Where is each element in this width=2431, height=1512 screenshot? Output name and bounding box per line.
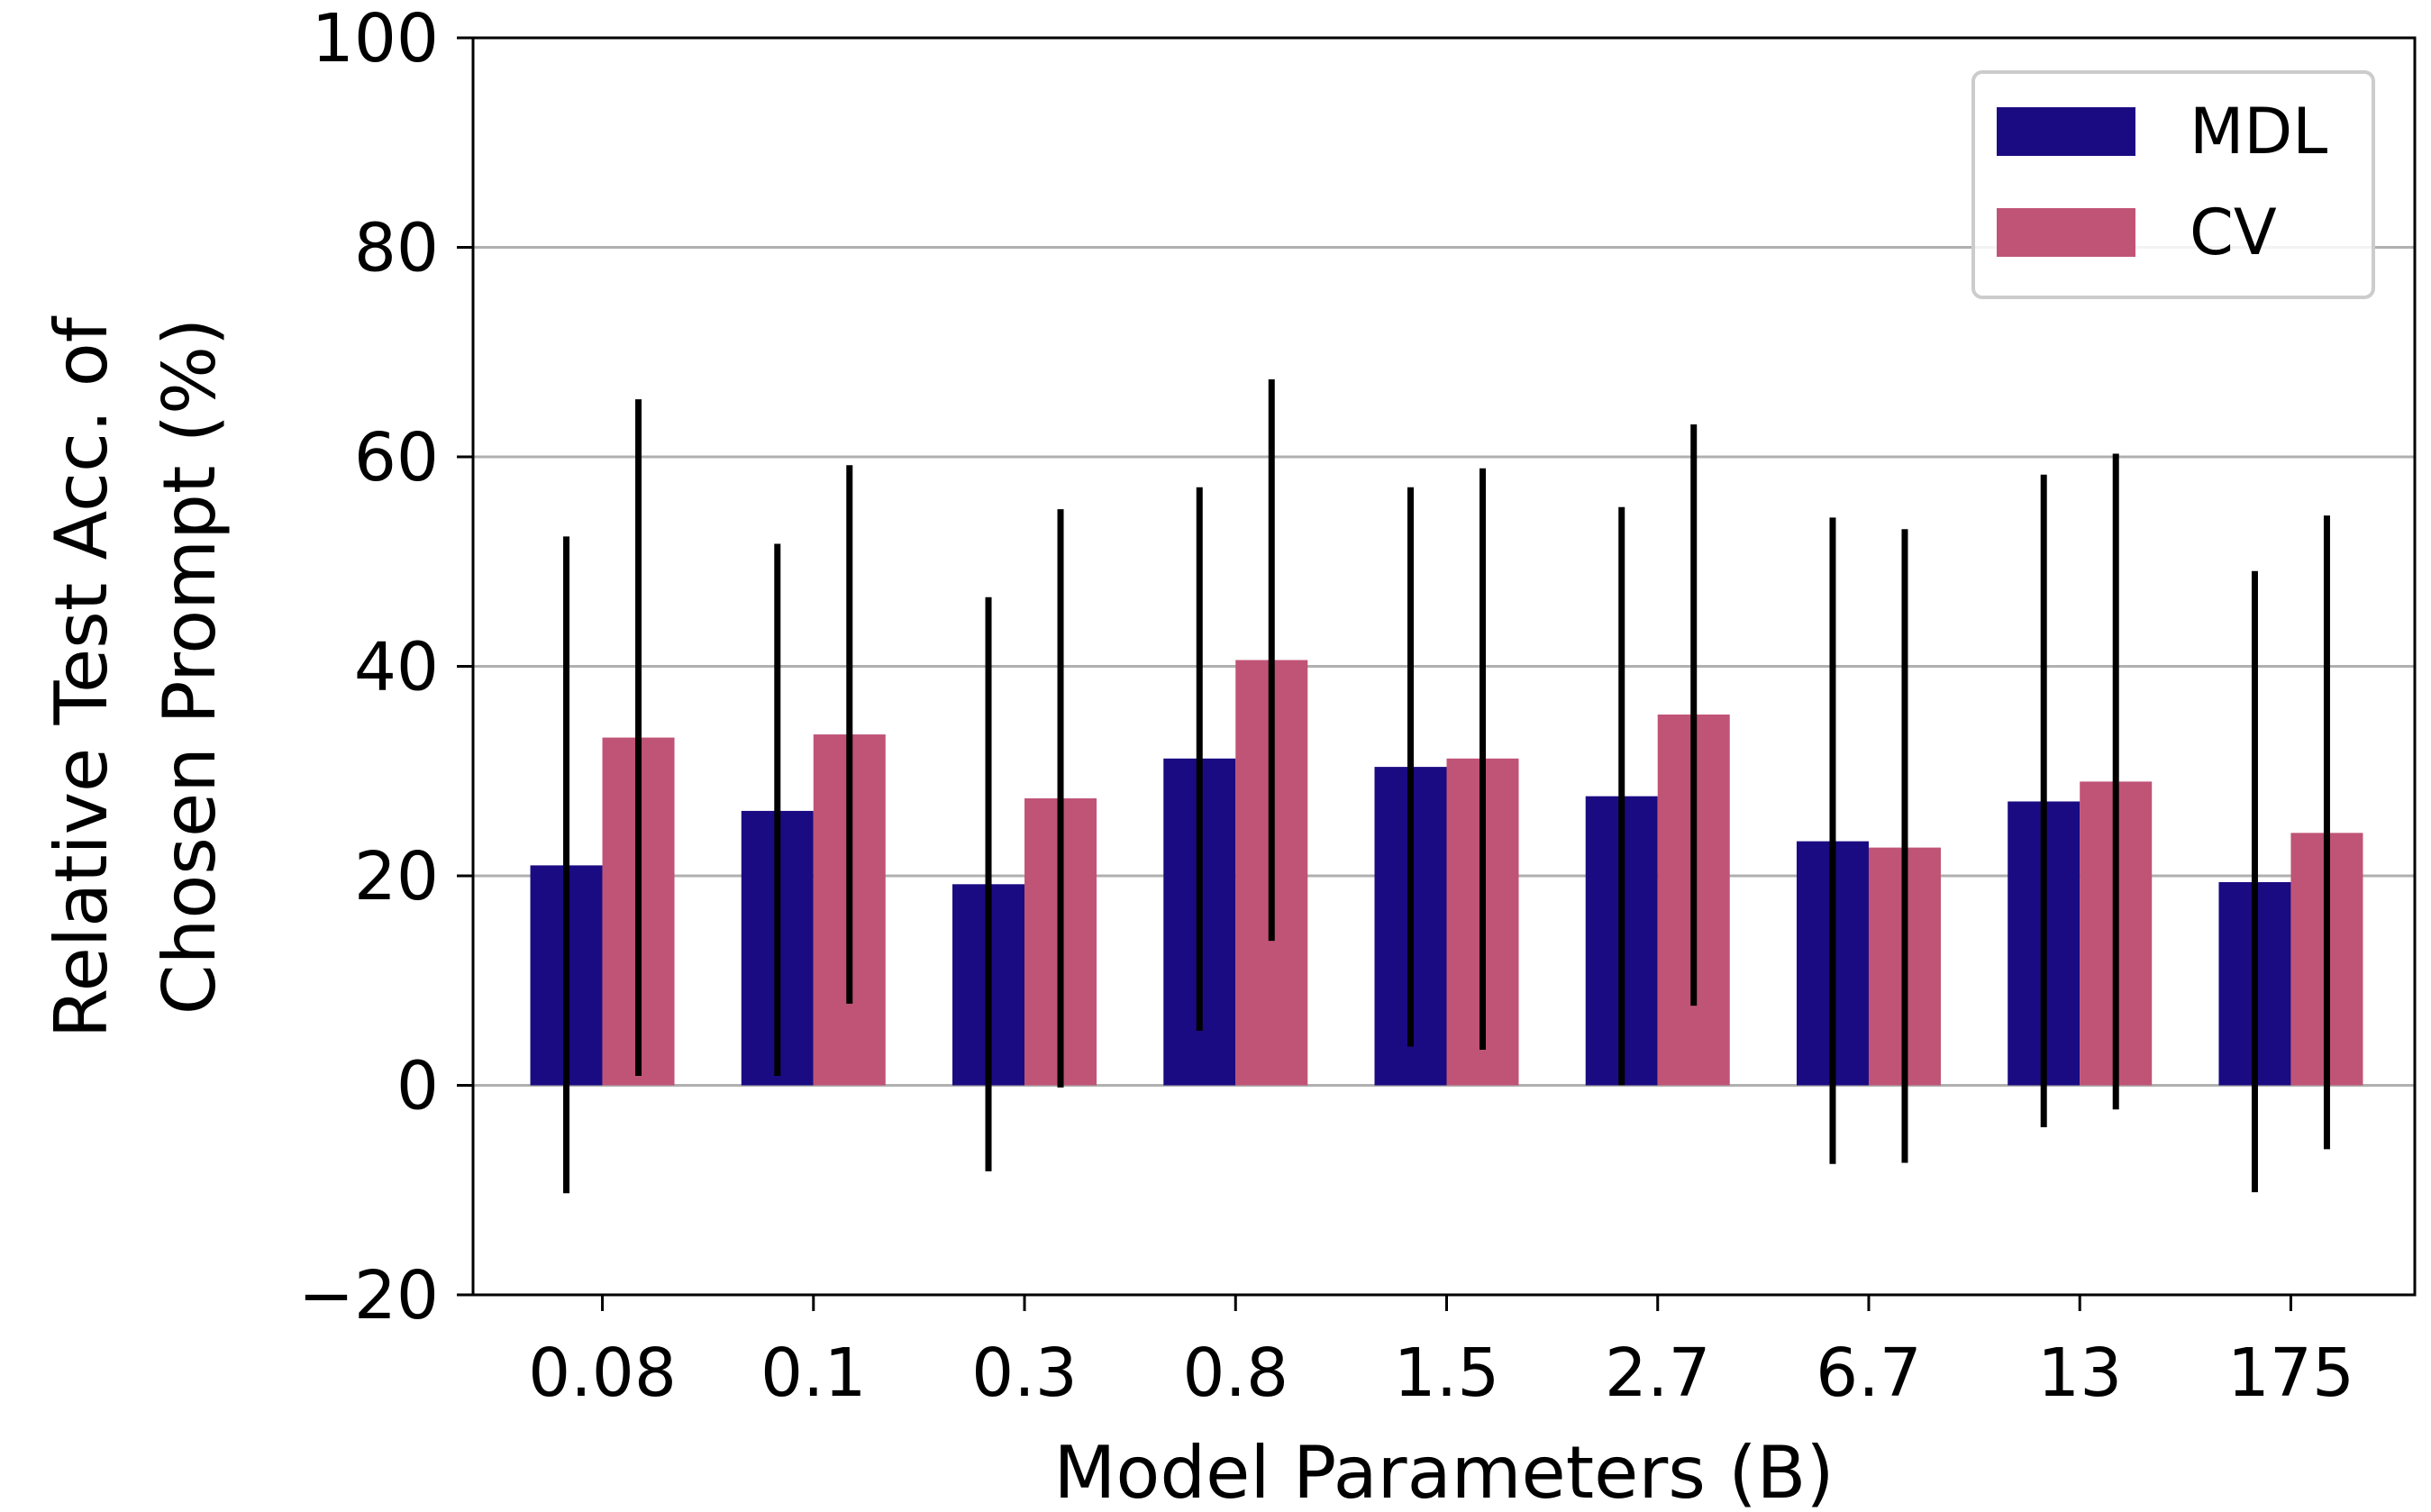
x-tick-label: 0.1: [760, 1334, 867, 1412]
error-bars: [563, 378, 2330, 1194]
y-tick-label: 20: [354, 838, 439, 915]
y-axis-title: Relative Test Acc. of Chosen Prompt (%): [40, 295, 232, 1039]
x-tick-label: 0.8: [1182, 1334, 1288, 1412]
y-axis-title-line-2: Chosen Prompt (%): [148, 318, 232, 1015]
y-axis-ticks: −20 0 20 40 60 80 100: [298, 0, 473, 1334]
legend-label-cv: CV: [2190, 196, 2277, 269]
x-tick-label: 175: [2227, 1334, 2354, 1412]
y-tick-label: 0: [396, 1048, 439, 1125]
y-tick-label: 40: [354, 629, 439, 706]
legend-swatch-mdl: [1997, 107, 2135, 156]
x-axis-title: Model Parameters (B): [1053, 1431, 1834, 1512]
y-tick-label: 100: [312, 0, 439, 77]
legend-label-mdl: MDL: [2190, 95, 2327, 169]
x-tick-label: 0.3: [971, 1334, 1078, 1412]
x-tick-label: 6.7: [1816, 1334, 1922, 1412]
x-tick-label: 1.5: [1394, 1334, 1500, 1412]
legend: MDL CV: [1971, 70, 2375, 299]
x-tick-label: 13: [2037, 1334, 2122, 1412]
x-axis-ticks: 0.08 0.1 0.3 0.8 1.5 2.7 6.7 13 175: [528, 1295, 2354, 1412]
y-tick-label: −20: [298, 1257, 439, 1334]
bars: [530, 660, 2363, 1086]
x-tick-label: 0.08: [528, 1334, 677, 1412]
x-tick-label: 2.7: [1605, 1334, 1711, 1412]
y-tick-label: 80: [354, 210, 439, 287]
y-axis-title-line-1: Relative Test Acc. of: [40, 315, 123, 1038]
y-tick-label: 60: [354, 419, 439, 496]
legend-swatch-cv: [1997, 208, 2135, 257]
